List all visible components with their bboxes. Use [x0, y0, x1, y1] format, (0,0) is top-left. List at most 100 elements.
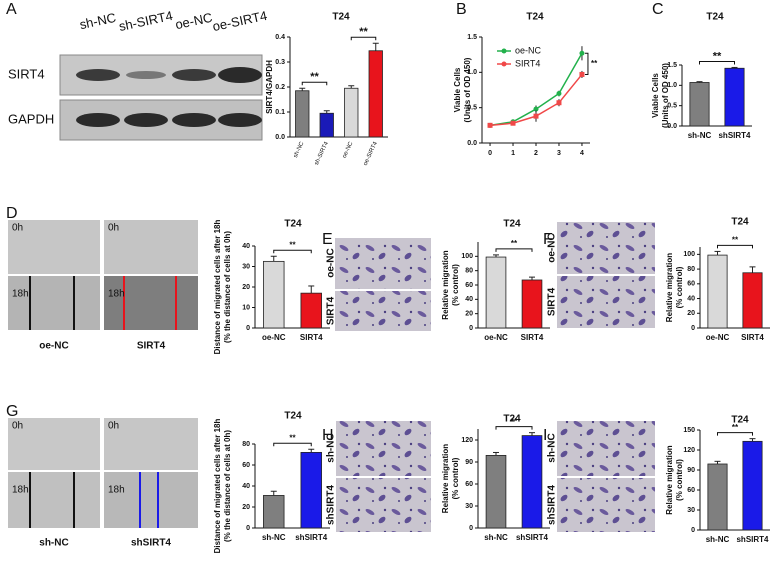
chart-title: T24 [503, 414, 521, 425]
annotation: ** [289, 240, 296, 249]
significance-bracket [350, 36, 377, 41]
chart-title: T24 [706, 12, 724, 23]
band [76, 69, 120, 81]
y-tick-label: 20 [242, 504, 250, 511]
y-axis-label: (Units of OD 450) [463, 57, 472, 122]
chart-title: T24 [284, 411, 302, 422]
y-tick-label: 0 [246, 525, 250, 532]
panel-letter: G [6, 403, 18, 420]
y-tick-label: 90 [465, 459, 473, 466]
significance-bracket [495, 248, 533, 252]
y-axis-label: (% control) [451, 457, 460, 499]
band [218, 113, 262, 127]
bar [521, 279, 543, 329]
y-axis-label: (% control) [675, 266, 684, 308]
significance-bracket [301, 81, 328, 86]
time-label: 18h [12, 289, 29, 300]
x-tick-label: 2 [534, 150, 538, 157]
annotation: ** [310, 71, 319, 83]
y-axis-label: SIRT4/GAPDH [265, 60, 274, 114]
y-tick-label: 20 [242, 284, 250, 291]
y-tick-label: 0.5 [667, 103, 677, 110]
y-tick-label: 0.5 [467, 105, 477, 112]
x-tick-label: sh-NC [293, 140, 306, 159]
point [579, 71, 585, 77]
group-label: SIRT4 [137, 341, 166, 352]
significance-bracket [273, 249, 312, 254]
x-tick-label: oe-NC [262, 333, 286, 342]
image [557, 276, 655, 328]
bar [485, 256, 507, 329]
image [335, 291, 431, 331]
point [556, 91, 562, 97]
scratch-images-d: 0h 0h 18h 18h oe-NC SIRT4 [8, 220, 198, 352]
y-tick-label: 100 [461, 253, 473, 260]
image [8, 472, 100, 528]
panel-letter: A [6, 1, 17, 18]
y-axis-label: (Units of OD 450) [661, 63, 670, 128]
y-tick-label: 1.0 [667, 82, 677, 89]
group-label: shSIRT4 [326, 485, 337, 525]
annotation: ** [732, 423, 739, 432]
annotation: ** [359, 26, 368, 38]
y-tick-label: 1.5 [467, 34, 477, 41]
image [104, 472, 198, 528]
y-tick-label: 60 [465, 481, 473, 488]
panel-letter: B [456, 1, 467, 18]
significance-bracket [717, 432, 753, 436]
panel-letter: H [322, 427, 334, 444]
significance-bracket [584, 52, 589, 75]
y-tick-label: 60 [465, 282, 473, 289]
y-tick-label: 60 [687, 487, 695, 494]
annotation: ** [511, 417, 518, 426]
y-tick-label: 80 [242, 441, 250, 448]
x-tick-label: sh-SIRT4 [314, 140, 330, 166]
bar [724, 67, 745, 127]
panel-letter: D [6, 205, 18, 222]
transwell-images: oe-NC SIRT4 oe-NC SIRT4 sh-NC shSIRT4 sh… [326, 222, 655, 532]
y-tick-label: 40 [687, 295, 695, 302]
significance-bracket [717, 244, 753, 249]
group-label: oe-NC [326, 248, 337, 277]
legend-label: oe-NC [515, 45, 542, 55]
y-tick-label: 1.0 [467, 69, 477, 76]
panel-letter: I [543, 427, 547, 444]
y-tick-label: 40 [242, 243, 250, 250]
band [172, 113, 216, 127]
y-tick-label: 100 [683, 251, 695, 258]
chart-title: T24 [503, 219, 521, 230]
image [8, 276, 100, 330]
y-tick-label: 0 [469, 325, 473, 332]
group-label: SIRT4 [547, 287, 558, 316]
row-label: GAPDH [8, 111, 54, 126]
time-label: 18h [12, 485, 29, 496]
y-axis-label: Relative migration [665, 253, 674, 322]
panel-letter: F [543, 231, 553, 248]
y-tick-label: 0 [691, 527, 695, 534]
y-tick-label: 60 [242, 462, 250, 469]
y-axis-label: Viable Cells [453, 67, 462, 112]
y-tick-label: 40 [465, 296, 473, 303]
annotation: ** [289, 433, 296, 442]
image [336, 478, 431, 532]
annotation: ** [511, 239, 518, 248]
time-label: 18h [108, 485, 125, 496]
point [579, 50, 585, 56]
y-tick-label: 150 [683, 427, 695, 434]
group-label: shSIRT4 [131, 538, 171, 549]
bar [344, 87, 359, 138]
y-tick-label: 10 [242, 304, 250, 311]
y-tick-label: 0 [246, 325, 250, 332]
panel-letters: A B C D E F G H I [6, 1, 664, 444]
image [8, 220, 100, 274]
y-tick-label: 80 [687, 266, 695, 273]
y-tick-label: 0.0 [667, 123, 677, 130]
image [104, 220, 198, 274]
bar [485, 454, 507, 529]
bar [263, 260, 285, 329]
band [172, 69, 216, 81]
band [218, 67, 262, 83]
y-tick-label: 120 [683, 447, 695, 454]
chart-title: T24 [284, 219, 302, 230]
y-tick-label: 30 [242, 263, 250, 270]
